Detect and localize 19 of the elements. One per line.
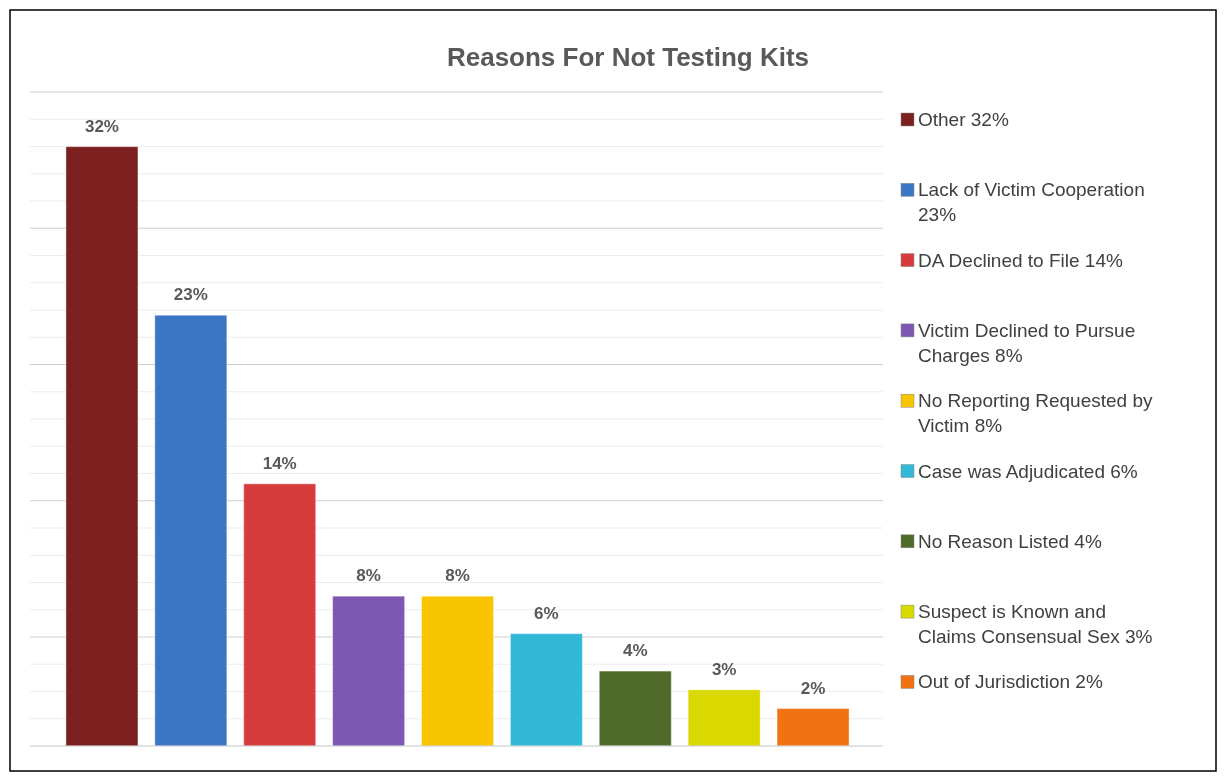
data-label: 32% [84,116,119,136]
legend-label: DA Declined to File 14% [918,249,1123,271]
legend-label: Lack of Victim Cooperation 23% [918,179,1145,226]
data-label: 3% [711,659,737,679]
legend-label: Case was Adjudicated 6% [918,460,1138,482]
data-label: 4% [622,641,648,661]
data-label: 8% [356,566,381,586]
data-label: 2% [800,678,826,698]
chart-title: Reasons For Not Testing Kits [446,42,810,72]
legend-label: Victim Declined to Pursue Charges 8% [918,319,1136,366]
legend-label: Other 32% [918,109,1009,130]
legend-label: Suspect is Known and Claims Consensual Sex 3% [918,601,1153,648]
data-label: 23% [173,285,208,305]
legend-label: No Reporting Requested by Victim 8% [918,390,1153,437]
data-label: 8% [445,566,470,586]
data-label: 14% [262,453,297,473]
data-label: 6% [534,603,559,623]
legend-label: No Reason Listed 4% [918,530,1102,552]
legend-label: Out of Jurisdiction 2% [918,671,1103,693]
